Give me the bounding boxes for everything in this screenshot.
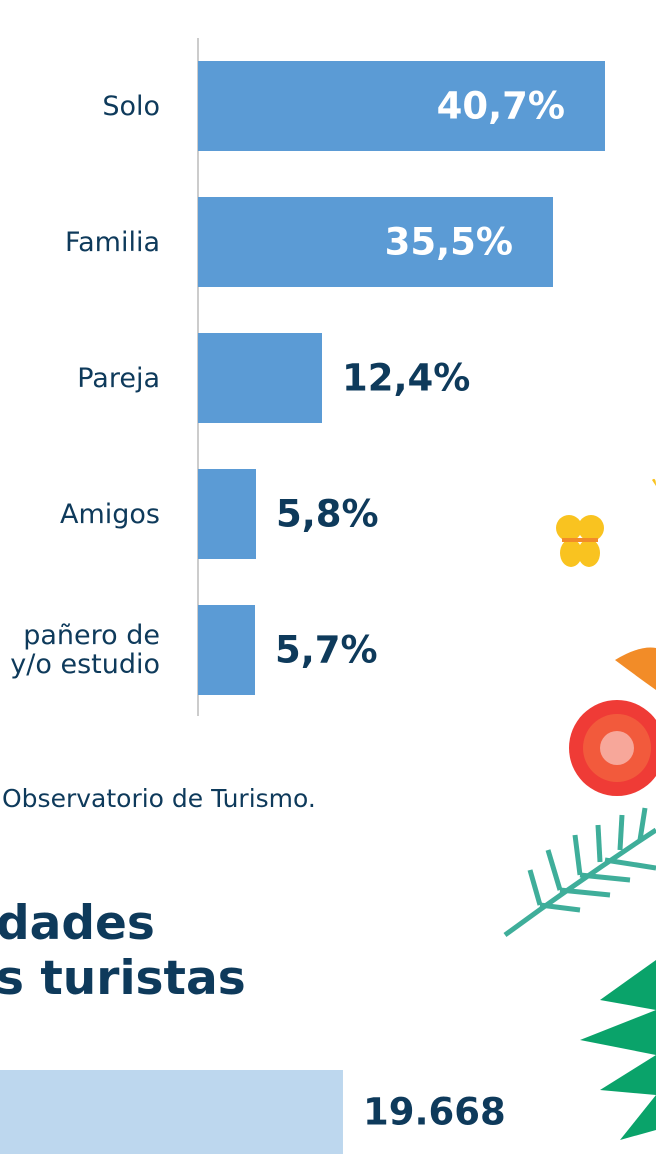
value-label: 19.668 bbox=[363, 1091, 506, 1134]
value-label: 40,7% bbox=[437, 85, 565, 128]
section-heading: dades s turistas bbox=[0, 896, 246, 1006]
page: {"chart_data": [ {"type": "hbar", "categ… bbox=[0, 0, 656, 1156]
category-label: Solo bbox=[0, 92, 160, 121]
bar bbox=[198, 469, 256, 559]
category-label: pañero de y/o estudio bbox=[0, 621, 160, 679]
bar bbox=[198, 605, 255, 695]
value-label: 5,7% bbox=[275, 629, 378, 672]
category-label: Pareja bbox=[0, 364, 160, 393]
value-label: 12,4% bbox=[342, 357, 470, 400]
value-label: 35,5% bbox=[385, 221, 513, 264]
source-note: Observatorio de Turismo. bbox=[2, 784, 316, 813]
category-label: Familia bbox=[0, 228, 160, 257]
value-label: 5,8% bbox=[276, 493, 379, 536]
bar bbox=[198, 333, 322, 423]
bar bbox=[0, 1070, 343, 1154]
decoration bbox=[505, 479, 656, 1140]
category-label: Amigos bbox=[0, 500, 160, 529]
